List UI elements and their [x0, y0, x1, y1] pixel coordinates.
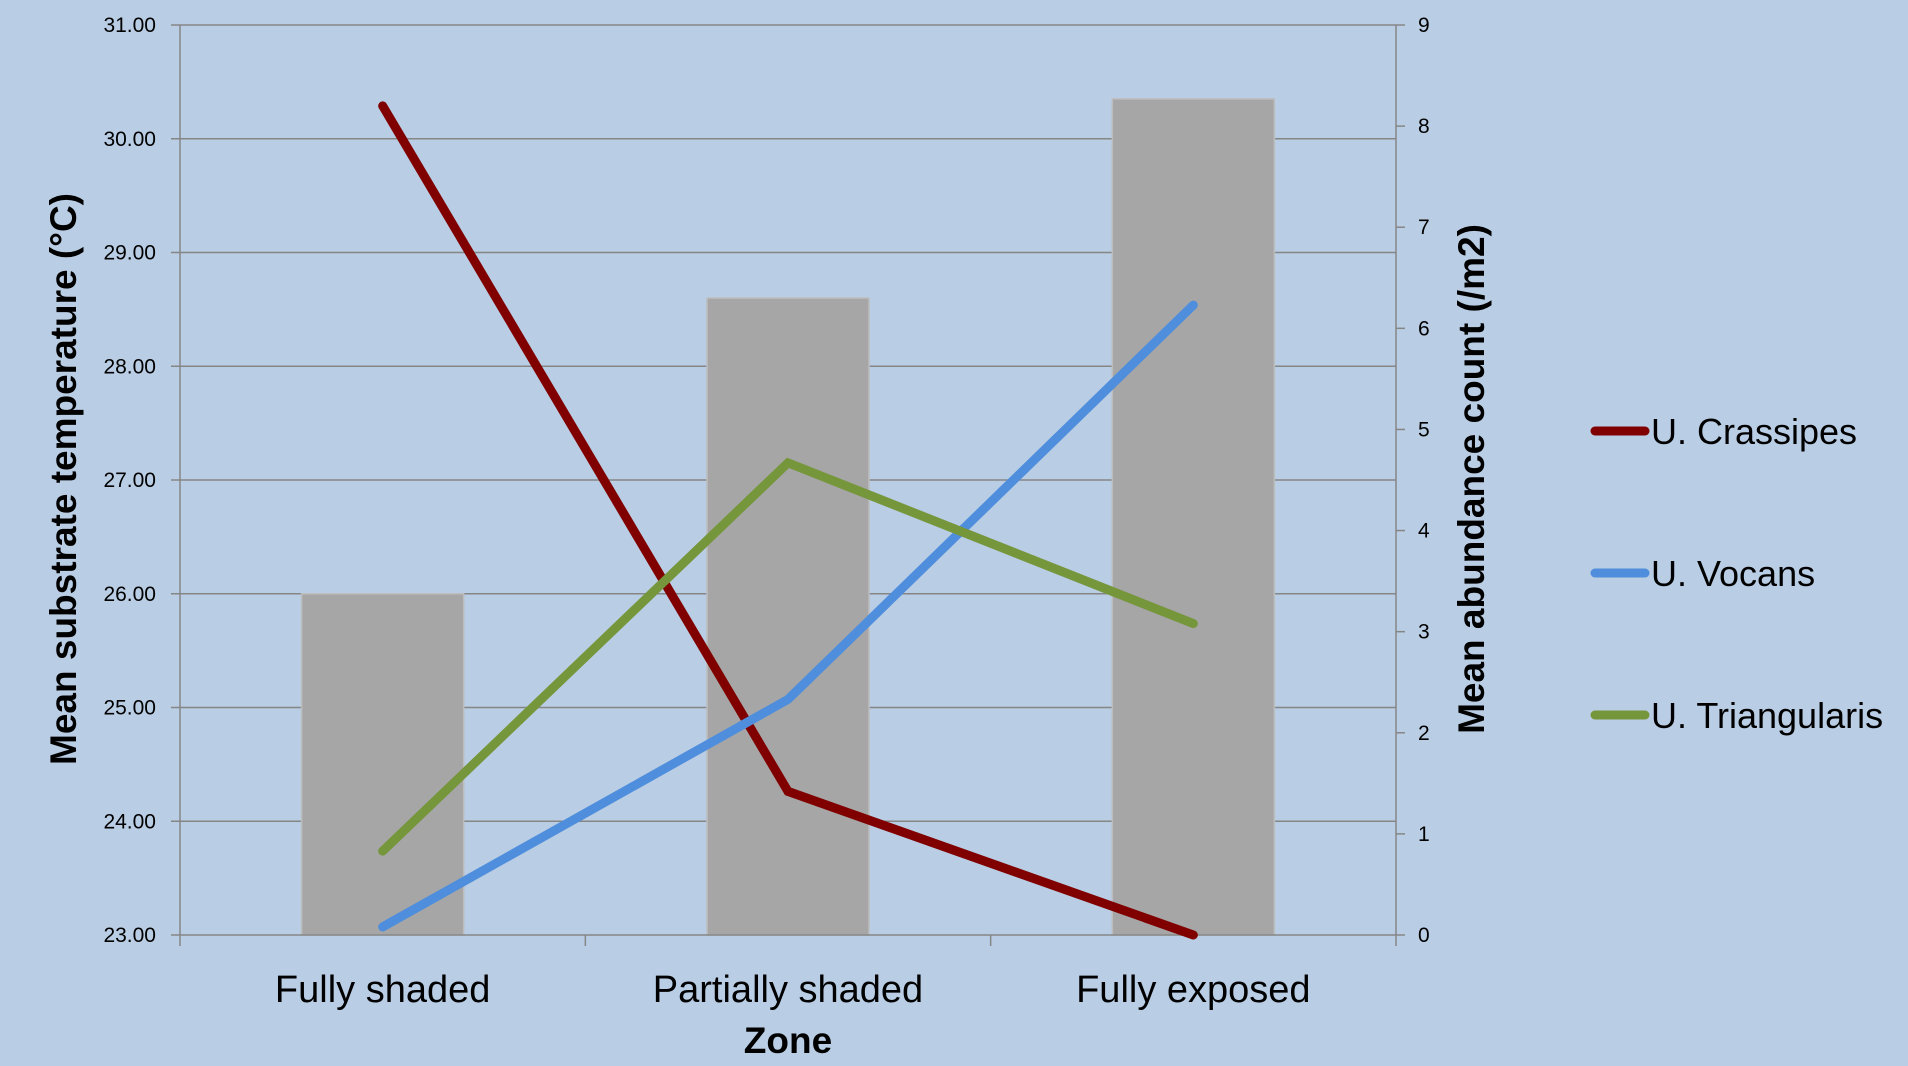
- y2-tick-label: 9: [1418, 14, 1430, 37]
- x-axis-title: Zone: [744, 1020, 832, 1061]
- bar-fully-exposed: [1112, 99, 1274, 935]
- legend-label-u-triangularis: U. Triangularis: [1651, 695, 1883, 736]
- y-axis-title: Mean substrate temperature (°C): [43, 193, 84, 765]
- y-tick-label: 23.00: [103, 924, 156, 947]
- x-tick-label: Fully exposed: [1076, 969, 1310, 1011]
- y2-tick-label: 7: [1418, 216, 1430, 239]
- y-tick-label: 30.00: [103, 128, 156, 151]
- x-tick-label: Fully shaded: [275, 969, 490, 1011]
- y2-tick-label: 1: [1418, 823, 1430, 846]
- y2-tick-label: 5: [1418, 418, 1430, 441]
- y-tick-label: 26.00: [103, 583, 156, 606]
- legend-label-u-crassipes: U. Crassipes: [1651, 411, 1857, 452]
- bar-fully-shaded: [302, 594, 464, 935]
- y2-tick-label: 2: [1418, 722, 1430, 745]
- y-tick-label: 28.00: [103, 355, 156, 378]
- y-tick-label: 24.00: [103, 810, 156, 833]
- legend: U. Crassipes U. Vocans U. Triangularis: [1595, 411, 1883, 736]
- legend-label-u-vocans: U. Vocans: [1651, 553, 1815, 594]
- bar-partially-shaded: [707, 298, 869, 935]
- y2-tick-label: 0: [1418, 924, 1430, 947]
- y2-axis-title: Mean abundance count (/m2): [1451, 224, 1492, 734]
- x-tick-label: Partially shaded: [653, 969, 923, 1011]
- y2-tick-label: 6: [1418, 317, 1430, 340]
- y-tick-label: 27.00: [103, 469, 156, 492]
- y-tick-label: 29.00: [103, 242, 156, 265]
- y-tick-label: 31.00: [103, 14, 156, 37]
- y2-tick-label: 4: [1418, 520, 1430, 543]
- y2-tick-label: 8: [1418, 115, 1430, 138]
- y-tick-label: 25.00: [103, 697, 156, 720]
- y2-tick-label: 3: [1418, 621, 1430, 644]
